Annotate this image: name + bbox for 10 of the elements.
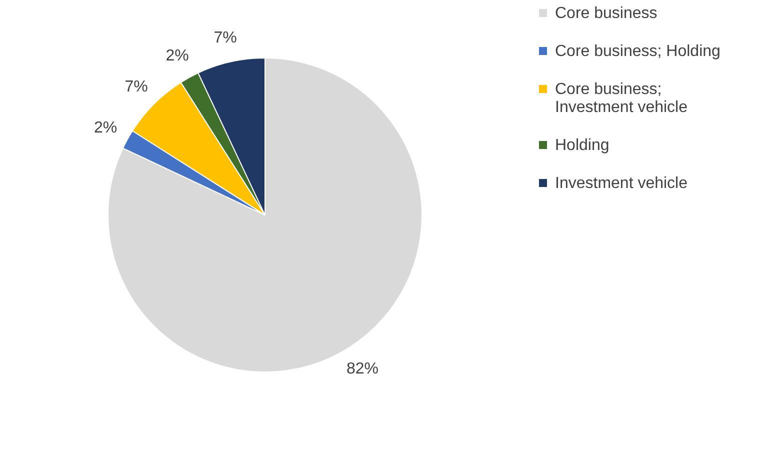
legend-label: Investment vehicle bbox=[555, 175, 688, 192]
legend-label: Core business; Investment vehicle bbox=[555, 81, 688, 116]
data-label: 2% bbox=[166, 48, 189, 65]
data-label: 2% bbox=[94, 119, 118, 136]
data-label: 7% bbox=[214, 29, 237, 46]
legend-label: Holding bbox=[555, 137, 610, 154]
data-label: 7% bbox=[124, 78, 148, 96]
legend-label: Core business; Holding bbox=[555, 43, 720, 60]
data-label: 82% bbox=[346, 360, 379, 378]
legend-label: Core business bbox=[555, 5, 658, 22]
